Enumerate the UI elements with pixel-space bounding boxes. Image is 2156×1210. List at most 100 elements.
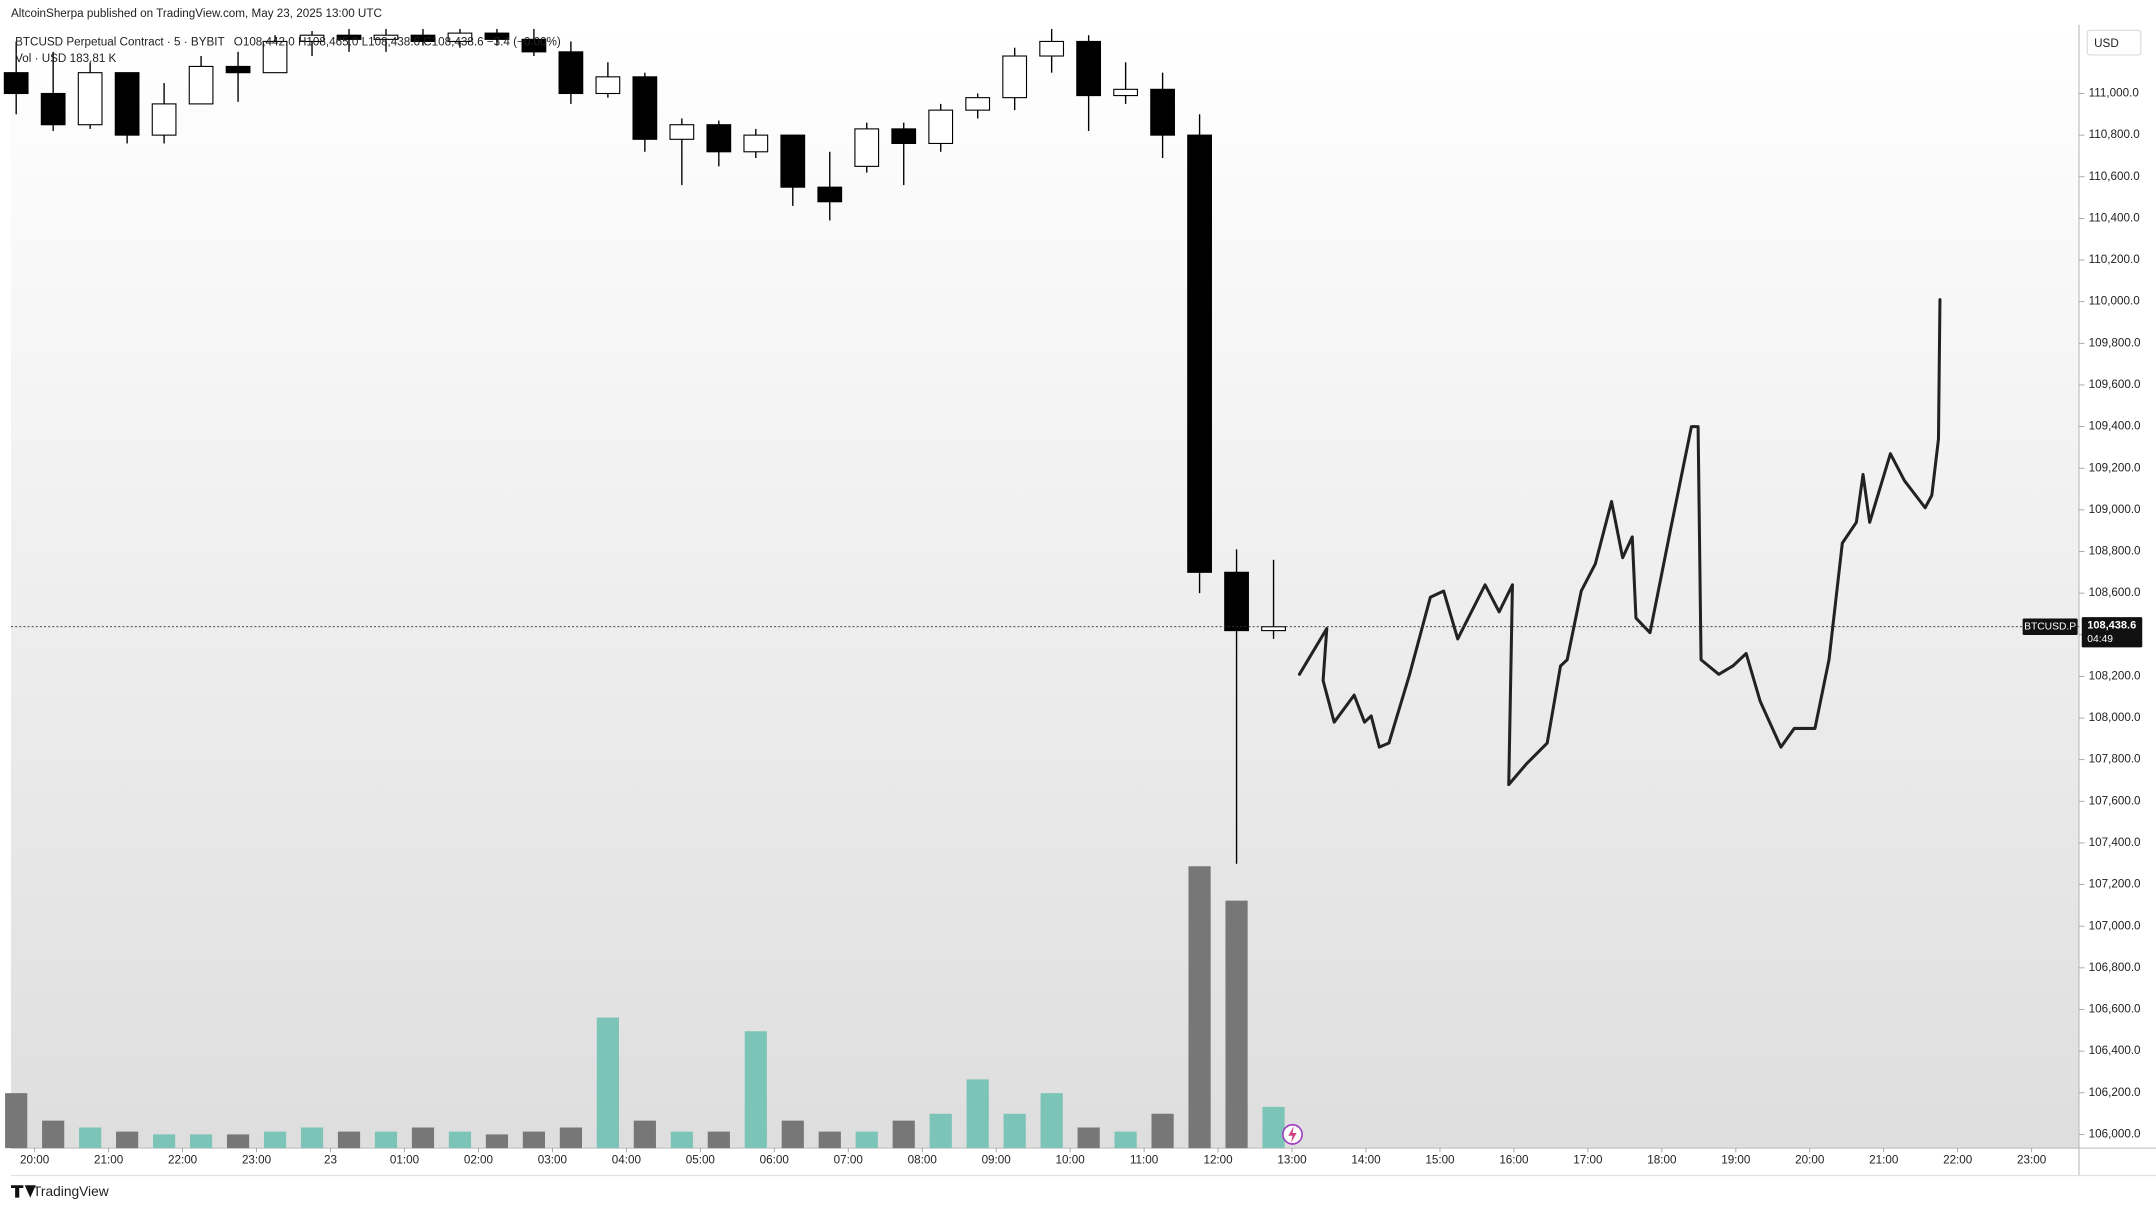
candle-body (1150, 88, 1175, 136)
y-tick-label: 108,600.0 (2089, 586, 2141, 599)
volume-bar (485, 1134, 509, 1149)
y-tick-label: 109,200.0 (2089, 461, 2141, 474)
volume-bar (781, 1120, 804, 1149)
x-tick-label: 23:00 (2017, 1154, 2047, 1167)
y-tick-label: 107,600.0 (2089, 794, 2141, 807)
y-tick-label: 107,000.0 (2089, 919, 2141, 932)
y-tick-label: 106,400.0 (2089, 1044, 2141, 1057)
candle-body (743, 134, 769, 153)
volume-bar (116, 1131, 139, 1149)
symbol-line: BTCUSD Perpetual Contract · 5 · BYBIT (15, 36, 225, 49)
ohlc-line: O108,442.0 H108,465.0 L108,438.6 C108,43… (234, 36, 561, 49)
volume-bar (1114, 1131, 1137, 1149)
brand-logo (11, 1185, 36, 1198)
volume-bar (42, 1120, 65, 1149)
countdown: 04:49 (2087, 634, 2113, 645)
candle-body (1039, 40, 1065, 57)
y-tick-label: 110,600.0 (2089, 170, 2141, 183)
x-tick-label: 05:00 (686, 1154, 716, 1167)
volume-layer (5, 866, 1285, 1149)
volume-bar (633, 1120, 656, 1149)
volume-bar (744, 1031, 767, 1149)
volume-bar (1077, 1127, 1100, 1149)
x-tick-label: 22:00 (1943, 1154, 1973, 1167)
volume-bar (818, 1131, 841, 1149)
x-tick-label: 23 (324, 1154, 337, 1167)
volume-bar (559, 1127, 582, 1149)
candle-body (151, 103, 177, 136)
volume-bar (1003, 1113, 1026, 1149)
x-tick-label: 18:00 (1647, 1154, 1677, 1167)
volume-bar (448, 1131, 472, 1149)
x-tick-label: 17:00 (1573, 1154, 1603, 1167)
volume-bar (596, 1017, 619, 1149)
candle-body (40, 92, 66, 126)
y-tick-label: 109,400.0 (2089, 420, 2141, 433)
candle-body (114, 72, 140, 136)
candle-body (817, 186, 843, 203)
volume-bar (1151, 1113, 1174, 1149)
y-tick-label: 110,000.0 (2089, 295, 2141, 308)
last-price-box (2081, 617, 2143, 648)
y-tick-label: 109,000.0 (2089, 503, 2141, 516)
event-icon-bolt (1288, 1126, 1297, 1143)
y-tick-label: 106,200.0 (2089, 1086, 2141, 1099)
candle-body (373, 34, 399, 40)
projection-drawing (1297, 298, 1942, 787)
brand: TradingView (33, 1184, 109, 1199)
last-price-label: 108,438.6 (2087, 619, 2136, 631)
candle-body (632, 76, 658, 140)
currency-box[interactable] (2086, 29, 2142, 56)
candle-body (410, 34, 436, 42)
x-tick-label: 02:00 (464, 1154, 494, 1167)
volume-bar (153, 1134, 176, 1149)
x-tick-label: 10:00 (1056, 1154, 1086, 1167)
x-tick-label: 15:00 (1425, 1154, 1455, 1167)
volume-bar (929, 1113, 952, 1149)
candle-layer (3, 28, 1286, 864)
y-tick-label: 110,800.0 (2089, 128, 2141, 141)
volume-bar (892, 1120, 915, 1149)
candle-body (1187, 134, 1212, 573)
y-tick-label: 111,000.0 (2089, 87, 2140, 100)
volume-bar (374, 1131, 398, 1149)
x-tick-label: 21:00 (1869, 1154, 1899, 1167)
candle-body (77, 72, 103, 126)
volume-bar (79, 1127, 102, 1149)
volume-bar (300, 1127, 324, 1149)
volume-bar (1225, 900, 1248, 1149)
y-tick-label: 108,200.0 (2089, 669, 2141, 682)
y-tick-label: 106,000.0 (2089, 1127, 2141, 1140)
candle-body (299, 34, 325, 42)
x-tick-label: 06:00 (760, 1154, 790, 1167)
volume-bar (522, 1131, 546, 1149)
x-tick-label: 01:00 (390, 1154, 420, 1167)
y-tick-label: 107,200.0 (2089, 878, 2141, 891)
publish-title: AltcoinSherpa published on TradingView.c… (11, 7, 382, 20)
y-tick-label: 107,400.0 (2089, 836, 2141, 849)
volume-bar (226, 1134, 250, 1149)
y-tick-label: 108,800.0 (2089, 545, 2141, 558)
x-tick-label: 03:00 (538, 1154, 568, 1167)
candle-body (928, 109, 954, 145)
symbol-tag: BTCUSD.P (2024, 621, 2076, 632)
candle-body (965, 97, 991, 111)
volume-bar (1040, 1093, 1063, 1149)
volume-bar (5, 1093, 28, 1149)
x-tick-label: 22:00 (168, 1154, 198, 1167)
volume-bar (1262, 1106, 1285, 1149)
x-tick-label: 13:00 (1277, 1154, 1307, 1167)
volume-bar (670, 1131, 693, 1149)
volume-bar (966, 1079, 989, 1149)
candle-body (1002, 55, 1028, 99)
plot-area (11, 27, 2079, 1149)
candle-body (484, 32, 510, 40)
y-tick-label: 108,000.0 (2089, 711, 2141, 724)
chart-layer: 106,000.0 106,200.0 106,400.0 106,600.0 106,… (3, 28, 2143, 1167)
volume-bar (263, 1131, 287, 1149)
y-tick-label: 106,600.0 (2089, 1003, 2141, 1016)
x-tick-label: 20:00 (1795, 1154, 1825, 1167)
x-tick-label: 11:00 (1130, 1154, 1159, 1167)
